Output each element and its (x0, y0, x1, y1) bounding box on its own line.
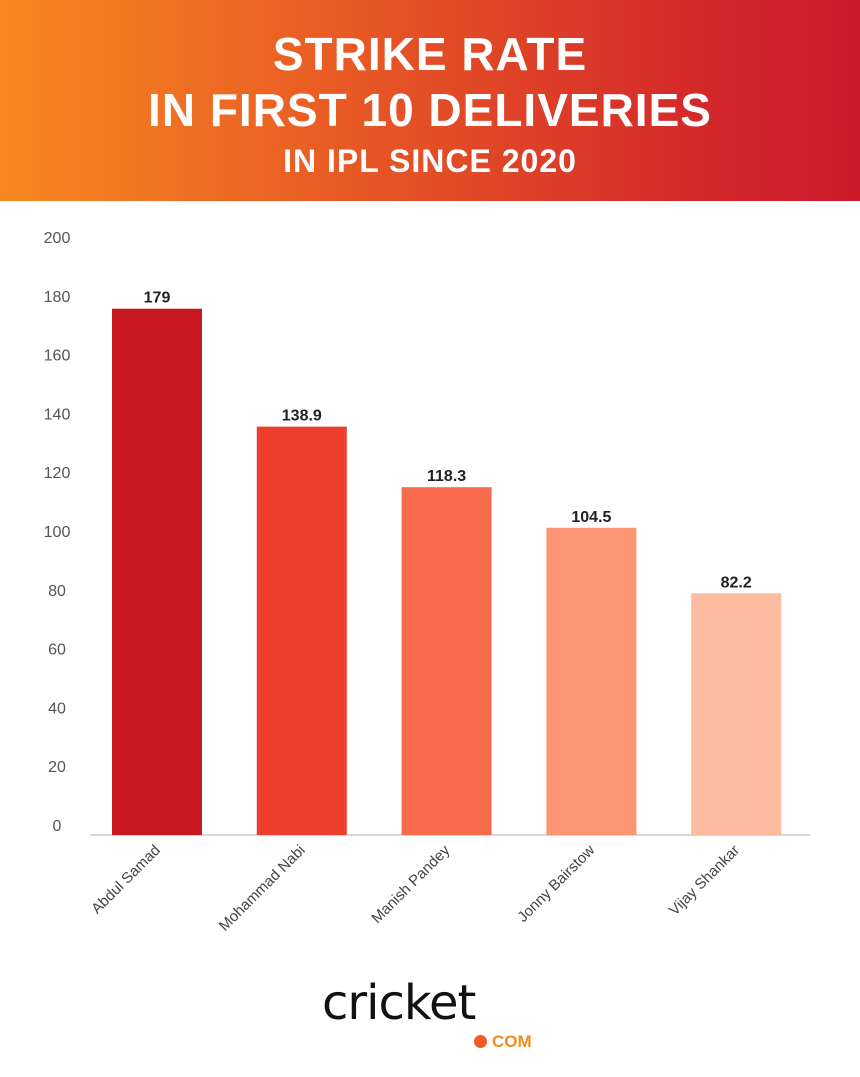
bar (691, 593, 782, 835)
x-tick-label: Mohammad Nabi (216, 842, 309, 935)
bar (112, 308, 202, 835)
subtitle: IN IPL SINCE 2020 (283, 143, 577, 179)
bar (546, 527, 637, 835)
data-label: 104.5 (571, 509, 611, 526)
y-tick-label: 60 (48, 642, 66, 659)
x-tick-label: Abdul Samad (88, 842, 164, 918)
x-tick-label: Jonny Bairstow (514, 842, 598, 926)
data-label: 82.2 (721, 574, 752, 591)
bar (401, 487, 492, 835)
y-tick-label: 0 (53, 818, 62, 835)
data-label: 118.3 (427, 468, 466, 485)
data-label: 138.9 (282, 408, 322, 425)
bar (256, 426, 347, 835)
data-label: 179 (144, 290, 171, 307)
y-tick-label: 120 (44, 465, 71, 482)
y-tick-label: 140 (44, 406, 71, 423)
y-tick-label: 180 (44, 289, 71, 306)
y-tick-label: 160 (44, 348, 71, 365)
y-tick-label: 100 (44, 524, 71, 541)
y-tick-label: 20 (48, 759, 66, 776)
y-tick-label: 40 (48, 700, 66, 717)
logo-dot-icon (474, 1035, 487, 1048)
cricket-com-logo: cricket COM (322, 978, 552, 1058)
bar-chart: 0 20 40 60 80 100 120 140 160 180 200 179 Abdul Sama… (44, 230, 810, 935)
title-line-2: IN FIRST 10 DELIVERIES (148, 84, 712, 136)
title-banner: STRIKE RATE IN FIRST 10 DELIVERIES IN IP… (0, 0, 860, 201)
title-line-1: STRIKE RATE (272, 28, 588, 80)
y-tick-label: 80 (48, 583, 66, 600)
y-tick-label: 200 (44, 230, 71, 247)
x-tick-label: Manish Pandey (368, 841, 453, 926)
logo-suffix: COM (492, 1032, 532, 1051)
x-tick-label: Vijay Shankar (666, 842, 743, 919)
logo-wordmark: cricket (322, 975, 476, 1031)
